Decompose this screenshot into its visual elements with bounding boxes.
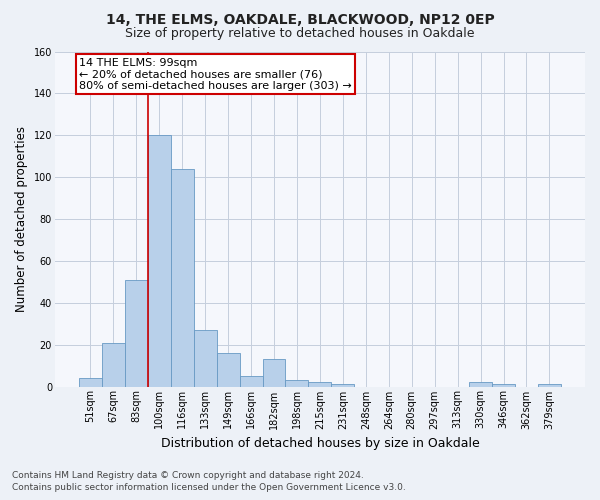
Text: Contains public sector information licensed under the Open Government Licence v3: Contains public sector information licen… xyxy=(12,484,406,492)
Bar xyxy=(102,342,125,386)
Text: Contains HM Land Registry data © Crown copyright and database right 2024.: Contains HM Land Registry data © Crown c… xyxy=(12,471,364,480)
Bar xyxy=(263,360,286,386)
X-axis label: Distribution of detached houses by size in Oakdale: Distribution of detached houses by size … xyxy=(161,437,479,450)
Bar xyxy=(79,378,102,386)
Bar xyxy=(469,382,492,386)
Bar xyxy=(217,353,239,386)
Text: 14, THE ELMS, OAKDALE, BLACKWOOD, NP12 0EP: 14, THE ELMS, OAKDALE, BLACKWOOD, NP12 0… xyxy=(106,12,494,26)
Bar xyxy=(171,169,194,386)
Bar xyxy=(239,376,263,386)
Bar xyxy=(148,136,171,386)
Text: 14 THE ELMS: 99sqm
← 20% of detached houses are smaller (76)
80% of semi-detache: 14 THE ELMS: 99sqm ← 20% of detached hou… xyxy=(79,58,352,91)
Bar xyxy=(538,384,561,386)
Bar xyxy=(286,380,308,386)
Y-axis label: Number of detached properties: Number of detached properties xyxy=(15,126,28,312)
Bar xyxy=(194,330,217,386)
Text: Size of property relative to detached houses in Oakdale: Size of property relative to detached ho… xyxy=(125,28,475,40)
Bar xyxy=(331,384,355,386)
Bar xyxy=(308,382,331,386)
Bar xyxy=(492,384,515,386)
Bar xyxy=(125,280,148,386)
